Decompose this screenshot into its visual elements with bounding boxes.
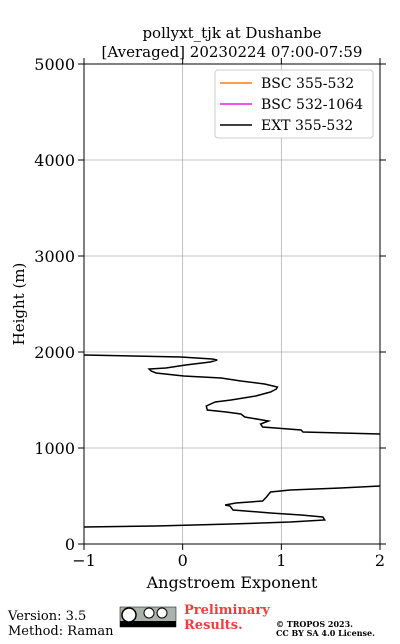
preliminary-notice: Results. xyxy=(184,618,243,633)
x-tick-label: 2 xyxy=(375,551,385,570)
y-tick-label: 4000 xyxy=(34,151,75,170)
method: Method: Raman xyxy=(8,624,114,639)
x-tick-label: −1 xyxy=(72,551,96,570)
y-axis-label: Height (m) xyxy=(10,263,28,346)
preliminary-notice: Preliminary xyxy=(184,603,270,618)
legend-label: EXT 355-532 xyxy=(261,118,353,134)
y-tick-label: 2000 xyxy=(34,343,75,362)
x-tick-label: 0 xyxy=(178,551,188,570)
chart-subtitle: [Averaged] 20230224 07:00-07:59 xyxy=(102,43,363,61)
legend-label: BSC 532-1064 xyxy=(261,97,363,113)
x-tick-label: 1 xyxy=(276,551,286,570)
copyright: © TROPOS 2023. xyxy=(276,619,353,629)
y-tick-label: 0 xyxy=(65,535,75,554)
x-axis-label: Angstroem Exponent xyxy=(146,573,318,592)
y-tick-label: 3000 xyxy=(34,247,75,266)
legend-label: BSC 355-532 xyxy=(261,76,354,92)
chart-title: pollyxt_tjk at Dushanbe xyxy=(142,24,321,42)
y-tick-label: 1000 xyxy=(34,439,75,458)
profile-line xyxy=(84,354,380,528)
y-tick-label: 5000 xyxy=(34,55,75,74)
cc-logo xyxy=(119,606,177,628)
legend-box xyxy=(214,69,374,139)
copyright: CC BY SA 4.0 License. xyxy=(276,628,375,638)
version: Version: 3.5 xyxy=(7,609,86,624)
plot-frame xyxy=(83,63,381,545)
